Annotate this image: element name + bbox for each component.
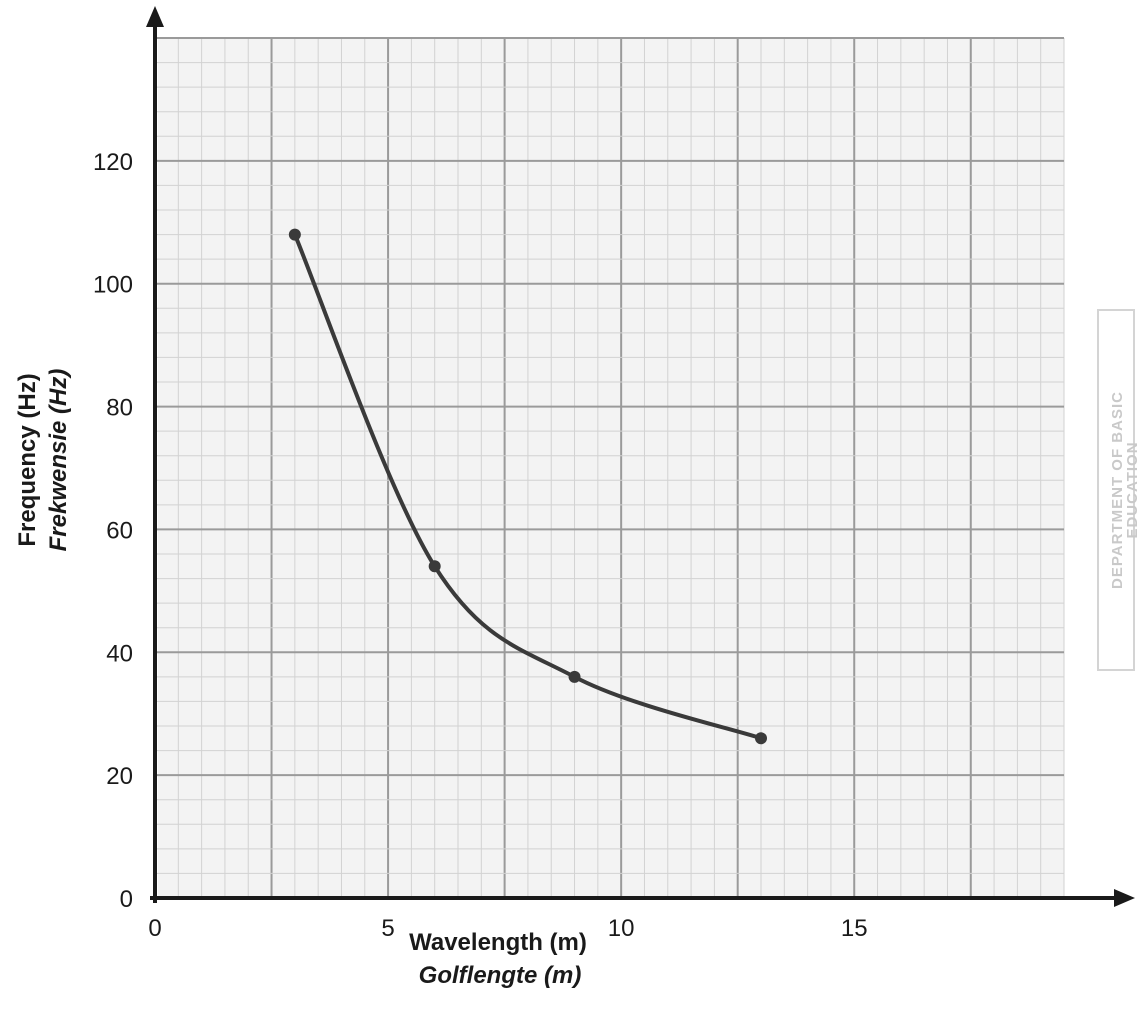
y-tick-label: 60 [106,517,133,544]
data-point [755,732,767,745]
data-points [288,228,767,745]
y-axis-title-alt: Frekwensie (Hz) [45,369,72,552]
x-tick-label: 10 [608,915,635,942]
y-tick-label: 40 [106,640,133,667]
stamp-border [1097,309,1135,671]
y-tick-labels: 0 20 40 60 80 100 120 [93,149,133,913]
stamp-line-2: EDUCATION [1124,441,1139,538]
x-tick-label: 0 [148,915,161,942]
y-tick-label: 80 [106,395,133,422]
data-point [428,560,441,573]
y-axis-title: Frequency (Hz) [14,373,41,546]
data-point [288,228,301,241]
y-tick-label: 0 [120,886,133,913]
x-axis-title: Wavelength (m) [409,929,587,956]
y-tick-label: 20 [106,763,133,790]
axes [146,6,1135,907]
x-tick-label: 15 [841,915,868,942]
y-tick-label: 100 [93,272,133,299]
stamp: DEPARTMENT OF BASIC EDUCATION [1097,309,1139,671]
x-tick-labels: 0 5 10 15 [148,915,867,942]
x-tick-label: 5 [381,915,394,942]
x-axis-title-alt: Golflengte (m) [419,962,582,989]
data-point [568,670,581,683]
grid [155,37,1065,898]
y-axis-arrow-icon [146,6,164,27]
y-tick-label: 120 [93,149,133,176]
x-axis-arrow-icon [1114,889,1135,907]
stamp-line-1: DEPARTMENT OF BASIC [1109,391,1126,589]
plot-background [158,38,1064,898]
series-line [292,232,763,741]
